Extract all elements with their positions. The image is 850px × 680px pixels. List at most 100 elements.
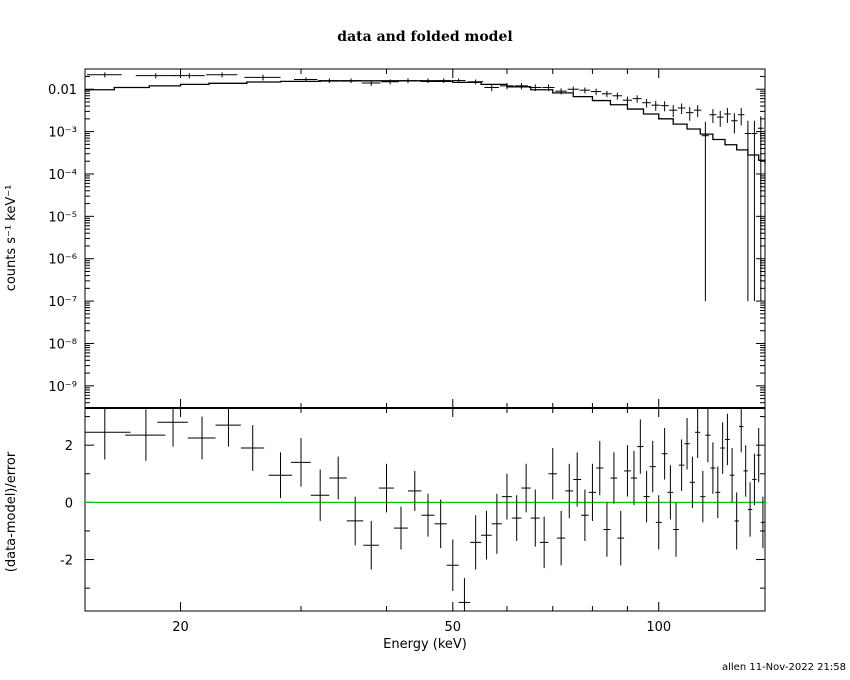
data-point [622, 96, 633, 105]
residual-point [678, 439, 685, 491]
residual-point [710, 442, 716, 494]
residual-point [363, 520, 379, 570]
y-tick-label: 10⁻⁷ [48, 295, 77, 310]
spectrum-panel: 0.01 10⁻³ 10⁻⁴ 10⁻⁵ 10⁻⁶ 10⁻⁷ 10⁻⁸ 10⁻⁹ [48, 68, 766, 409]
residual-point [700, 470, 706, 523]
residual-point [752, 453, 757, 506]
residual-point [725, 413, 730, 466]
model-line [85, 80, 766, 164]
x-tick-label: 50 [445, 620, 462, 635]
residual-point [573, 452, 582, 507]
data-point [669, 105, 678, 118]
residual-point [624, 445, 631, 497]
y-tick-label: 0 [65, 496, 73, 511]
data-point [751, 120, 758, 302]
data-point [361, 80, 381, 86]
data-point [612, 92, 623, 100]
residual-point [491, 493, 502, 554]
data-point [467, 79, 484, 85]
data-point [701, 121, 709, 302]
top-y-axis-label: counts s⁻¹ keV⁻¹ [4, 185, 19, 292]
residual-point [667, 465, 674, 520]
residual-point [655, 495, 662, 550]
residual-point [85, 408, 131, 460]
y-tick-label: 2 [65, 439, 73, 454]
residual-point [346, 496, 364, 546]
x-tick-label: 20 [172, 620, 189, 635]
data-point [744, 120, 751, 302]
residual-point [743, 445, 748, 497]
data-point [660, 101, 669, 112]
x-axis-label: Energy (keV) [383, 637, 467, 652]
y-tick-label: 10⁻⁸ [48, 337, 77, 352]
residual-point [695, 408, 701, 459]
residual-point [157, 408, 188, 447]
residual-point [125, 409, 166, 461]
residual-point [630, 450, 638, 506]
residual-point [481, 510, 492, 560]
residual-point [187, 416, 216, 460]
y-tick-label: -2 [60, 554, 73, 569]
residual-point [446, 539, 459, 591]
data-point [642, 98, 651, 108]
data-point [294, 77, 318, 82]
y-tick-label: 10⁻⁴ [48, 168, 77, 183]
data-point [555, 88, 567, 95]
residual-point [760, 496, 765, 549]
data-point [484, 84, 499, 92]
x-tick-label: 100 [646, 620, 671, 635]
y-tick-label: 10⁻³ [48, 126, 77, 141]
data-point [381, 79, 399, 85]
residual-point [643, 470, 650, 523]
residual-point [603, 502, 611, 557]
data-point [590, 88, 602, 96]
data-point [244, 74, 281, 81]
residual-point [673, 502, 679, 557]
residual-point [268, 452, 292, 499]
residual-point [421, 493, 435, 537]
data-point [601, 90, 612, 98]
data-point [173, 73, 205, 79]
data-point [731, 113, 738, 134]
residual-point [715, 466, 721, 519]
residual-point [329, 456, 347, 500]
data-point [693, 105, 702, 118]
residual-point [705, 408, 711, 463]
data-point [206, 72, 238, 78]
residual-point [310, 469, 330, 521]
data-point [436, 78, 451, 84]
y-tick-label: 10⁻⁵ [48, 210, 77, 225]
residual-point [434, 499, 447, 549]
residual-point [501, 473, 512, 520]
residual-point [610, 452, 618, 504]
data-point [632, 95, 642, 103]
residual-point [689, 456, 696, 509]
data-point [709, 109, 717, 123]
data-point [724, 108, 731, 123]
data-point [399, 78, 417, 84]
residual-point [393, 506, 408, 550]
residual-point [511, 495, 522, 541]
residual-point [734, 492, 739, 550]
bottom-panel-frame [84, 407, 766, 612]
residual-point [729, 448, 735, 503]
data-point [418, 78, 437, 84]
residual-point [637, 419, 644, 474]
residual-point [720, 422, 726, 474]
residual-point [661, 428, 668, 480]
data-point [87, 72, 122, 78]
data-point [651, 100, 660, 111]
residual-point [290, 438, 311, 487]
data-point [340, 78, 361, 84]
data-point [318, 78, 340, 84]
y-tick-label: 10⁻⁶ [48, 253, 77, 268]
residual-point [458, 578, 471, 611]
chart-title: data and folded model [337, 29, 513, 45]
residual-point [565, 463, 574, 519]
data-point [135, 73, 175, 79]
residual-point [596, 440, 604, 496]
residual-point [649, 440, 656, 493]
residual-point [548, 448, 557, 500]
data-point [514, 83, 528, 90]
